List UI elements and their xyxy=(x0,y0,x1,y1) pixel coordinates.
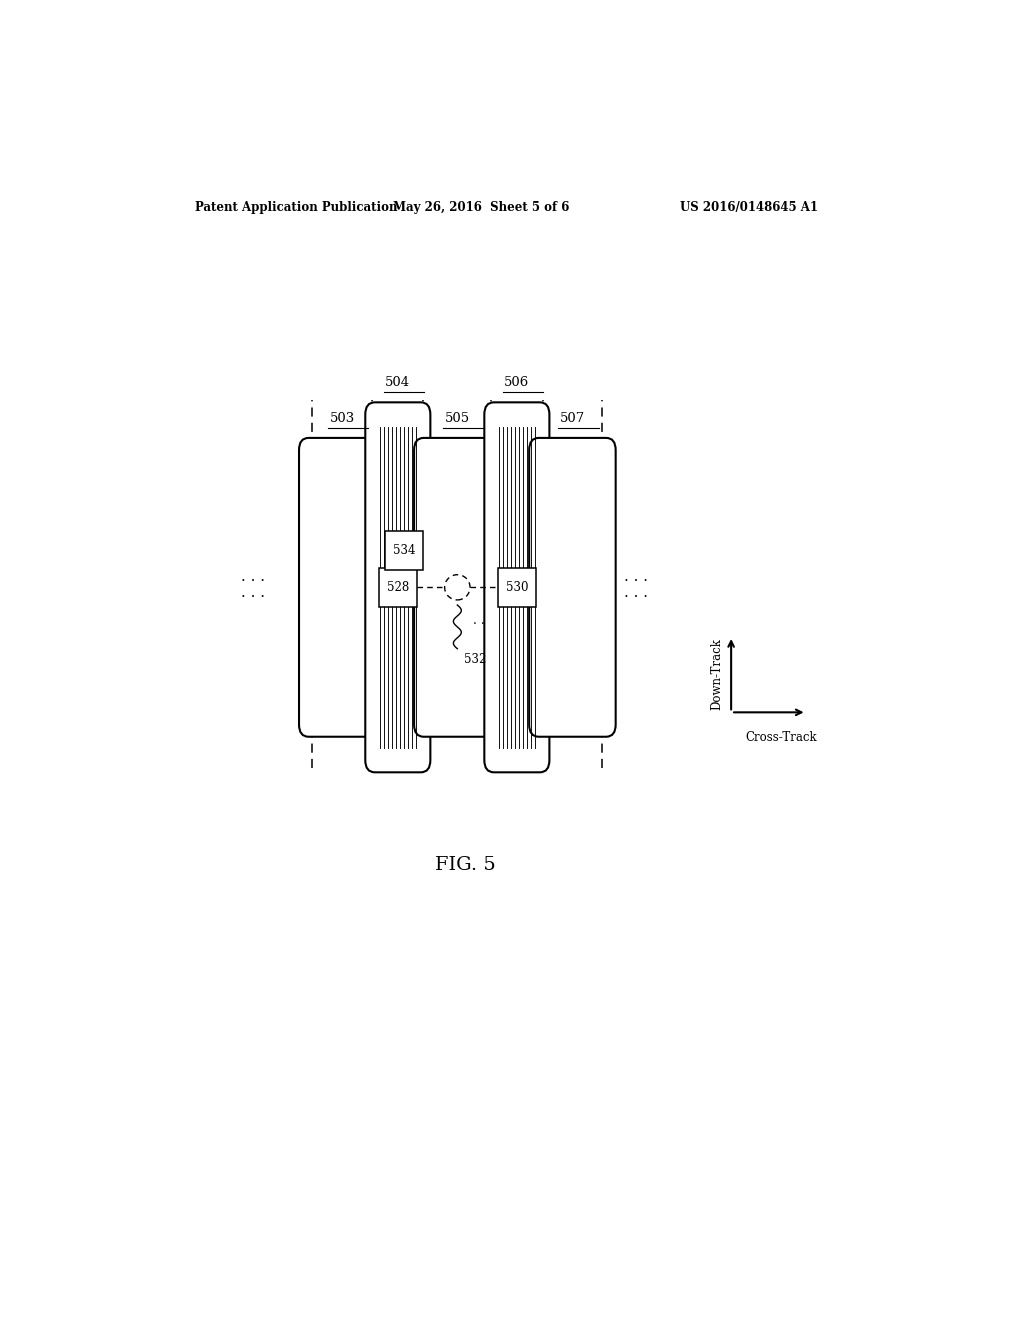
FancyBboxPatch shape xyxy=(414,438,501,737)
Text: Patent Application Publication: Patent Application Publication xyxy=(196,201,398,214)
FancyBboxPatch shape xyxy=(529,438,615,737)
Bar xyxy=(498,568,536,607)
Bar xyxy=(385,532,423,570)
Text: . .: . . xyxy=(473,614,484,627)
Text: FIG. 5: FIG. 5 xyxy=(435,855,496,874)
Text: 503: 503 xyxy=(330,412,355,425)
FancyBboxPatch shape xyxy=(366,403,430,772)
Text: Down-Track: Down-Track xyxy=(711,639,723,710)
Text: 505: 505 xyxy=(444,412,470,425)
Text: 534: 534 xyxy=(393,544,416,557)
Text: . . .: . . . xyxy=(242,586,265,601)
Text: 506: 506 xyxy=(504,376,529,389)
FancyBboxPatch shape xyxy=(484,403,550,772)
Text: US 2016/0148645 A1: US 2016/0148645 A1 xyxy=(680,201,818,214)
Text: . . .: . . . xyxy=(624,586,648,601)
Text: 530: 530 xyxy=(506,581,528,594)
Text: Cross-Track: Cross-Track xyxy=(744,731,816,743)
Text: . . .: . . . xyxy=(624,570,648,585)
Text: . . .: . . . xyxy=(242,570,265,585)
Text: 507: 507 xyxy=(560,412,585,425)
Text: 532: 532 xyxy=(464,653,486,665)
Bar xyxy=(379,568,417,607)
Text: May 26, 2016  Sheet 5 of 6: May 26, 2016 Sheet 5 of 6 xyxy=(393,201,569,214)
Text: 528: 528 xyxy=(387,581,409,594)
Text: 504: 504 xyxy=(385,376,411,389)
FancyBboxPatch shape xyxy=(299,438,385,737)
